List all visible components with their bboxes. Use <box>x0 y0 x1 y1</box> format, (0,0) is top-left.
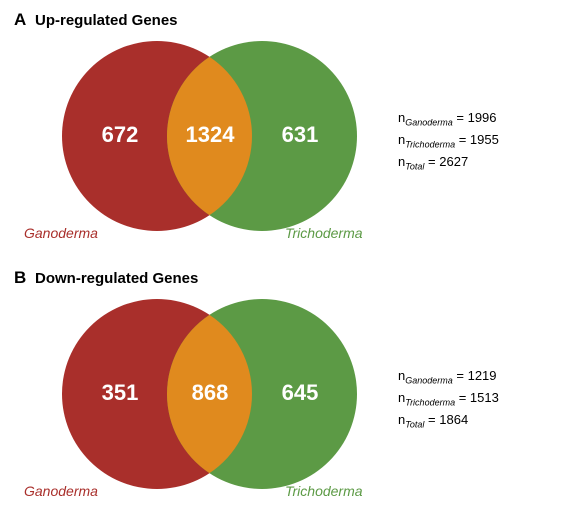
stats-sub: Ganoderma <box>405 118 453 128</box>
stats-value: 1996 <box>468 110 497 125</box>
venn-svg-A: 672 1324 631 <box>42 36 372 236</box>
stats-value: 1219 <box>468 368 497 383</box>
venn-B: 351 868 645 <box>42 294 372 494</box>
stats-sub: Trichoderma <box>405 140 455 150</box>
venn-overlap-value: 868 <box>192 380 229 405</box>
venn-svg-B: 351 868 645 <box>42 294 372 494</box>
stats-eq: = <box>455 132 470 147</box>
venn-right-label-B: Trichoderma <box>285 483 363 499</box>
venn-left-label-B: Ganoderma <box>24 483 98 499</box>
stats-B: nGanoderma = 1219nTrichoderma = 1513nTot… <box>398 366 499 432</box>
venn-overlap-value: 1324 <box>186 122 236 147</box>
stats-row: nTrichoderma = 1955 <box>398 130 499 152</box>
stats-sub: Total <box>405 162 424 172</box>
stats-sub: Ganoderma <box>405 376 453 386</box>
stats-row: nTrichoderma = 1513 <box>398 388 499 410</box>
panel-title-B: Down-regulated Genes <box>35 270 198 287</box>
stats-value: 1864 <box>439 412 468 427</box>
stats-row: nTotal = 1864 <box>398 410 499 432</box>
stats-eq: = <box>455 390 470 405</box>
stats-value: 1513 <box>470 390 499 405</box>
stats-row: nGanoderma = 1996 <box>398 108 499 130</box>
venn-left-value: 672 <box>102 122 139 147</box>
stats-A: nGanoderma = 1996nTrichoderma = 1955nTot… <box>398 108 499 174</box>
venn-left-value: 351 <box>102 380 139 405</box>
stats-sub: Total <box>405 420 424 430</box>
venn-right-value: 631 <box>282 122 319 147</box>
panel-label-A: A <box>14 10 26 30</box>
stats-eq: = <box>424 412 439 427</box>
stats-eq: = <box>424 154 439 169</box>
panel-label-B: B <box>14 268 26 288</box>
stats-sub: Trichoderma <box>405 398 455 408</box>
venn-A: 672 1324 631 <box>42 36 372 236</box>
stats-eq: = <box>453 110 468 125</box>
stats-eq: = <box>453 368 468 383</box>
stats-row: nTotal = 2627 <box>398 152 499 174</box>
stats-value: 1955 <box>470 132 499 147</box>
venn-right-label-A: Trichoderma <box>285 225 363 241</box>
stats-row: nGanoderma = 1219 <box>398 366 499 388</box>
venn-left-label-A: Ganoderma <box>24 225 98 241</box>
stats-value: 2627 <box>439 154 468 169</box>
venn-right-value: 645 <box>282 380 319 405</box>
panel-title-A: Up-regulated Genes <box>35 12 178 29</box>
